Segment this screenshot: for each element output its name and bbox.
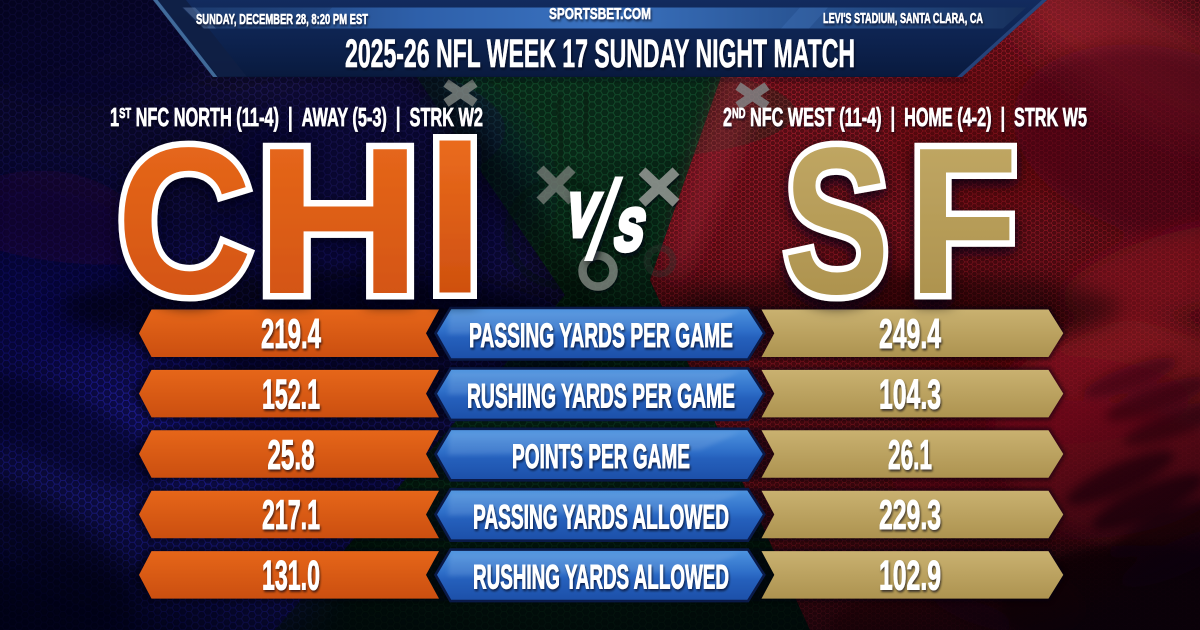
svg-text:2ND NFC WEST (11-4) | HOME (: 2ND NFC WEST (11-4) | HOME (4-2) | STRK … — [723, 102, 1087, 132]
svg-text:PASSING YARDS PER GAME: PASSING YARDS PER GAME — [469, 317, 733, 355]
svg-text:25.8: 25.8 — [268, 431, 315, 478]
svg-text:PASSING YARDS ALLOWED: PASSING YARDS ALLOWED — [473, 498, 729, 536]
svg-text:219.4: 219.4 — [261, 310, 321, 357]
svg-text:LEVI'S STADIUM, SANTA CLARA, C: LEVI'S STADIUM, SANTA CLARA, CA — [823, 11, 983, 27]
svg-text:SPORTSBET.COM: SPORTSBET.COM — [549, 6, 651, 23]
svg-text:131.0: 131.0 — [262, 552, 320, 599]
svg-text:RUSHING YARDS ALLOWED: RUSHING YARDS ALLOWED — [473, 559, 729, 597]
svg-text:2025-26 NFL WEEK 17 SUNDAY NIG: 2025-26 NFL WEEK 17 SUNDAY NIGHT MATCH — [345, 32, 855, 76]
svg-text:152.1: 152.1 — [262, 370, 320, 417]
svg-text:217.1: 217.1 — [262, 491, 320, 538]
svg-text:102.9: 102.9 — [879, 552, 941, 599]
svg-text:C: C — [117, 105, 253, 338]
svg-text:SUNDAY, DECEMBER 28, 8:20 PM E: SUNDAY, DECEMBER 28, 8:20 PM EST — [196, 11, 368, 28]
svg-text:H: H — [255, 105, 423, 338]
svg-text:POINTS PER GAME: POINTS PER GAME — [512, 438, 690, 476]
svg-text:F: F — [908, 105, 1018, 338]
svg-text:S: S — [784, 105, 890, 338]
svg-text:26.1: 26.1 — [888, 431, 932, 478]
svg-text:249.4: 249.4 — [879, 310, 941, 357]
svg-text:RUSHING YARDS PER GAME: RUSHING YARDS PER GAME — [467, 377, 735, 415]
svg-text:1ST NFC NORTH (11-4) | AWAY: 1ST NFC NORTH (11-4) | AWAY (5-3) | STRK… — [110, 102, 483, 132]
svg-text:104.3: 104.3 — [879, 370, 941, 417]
svg-text:229.3: 229.3 — [879, 491, 941, 538]
